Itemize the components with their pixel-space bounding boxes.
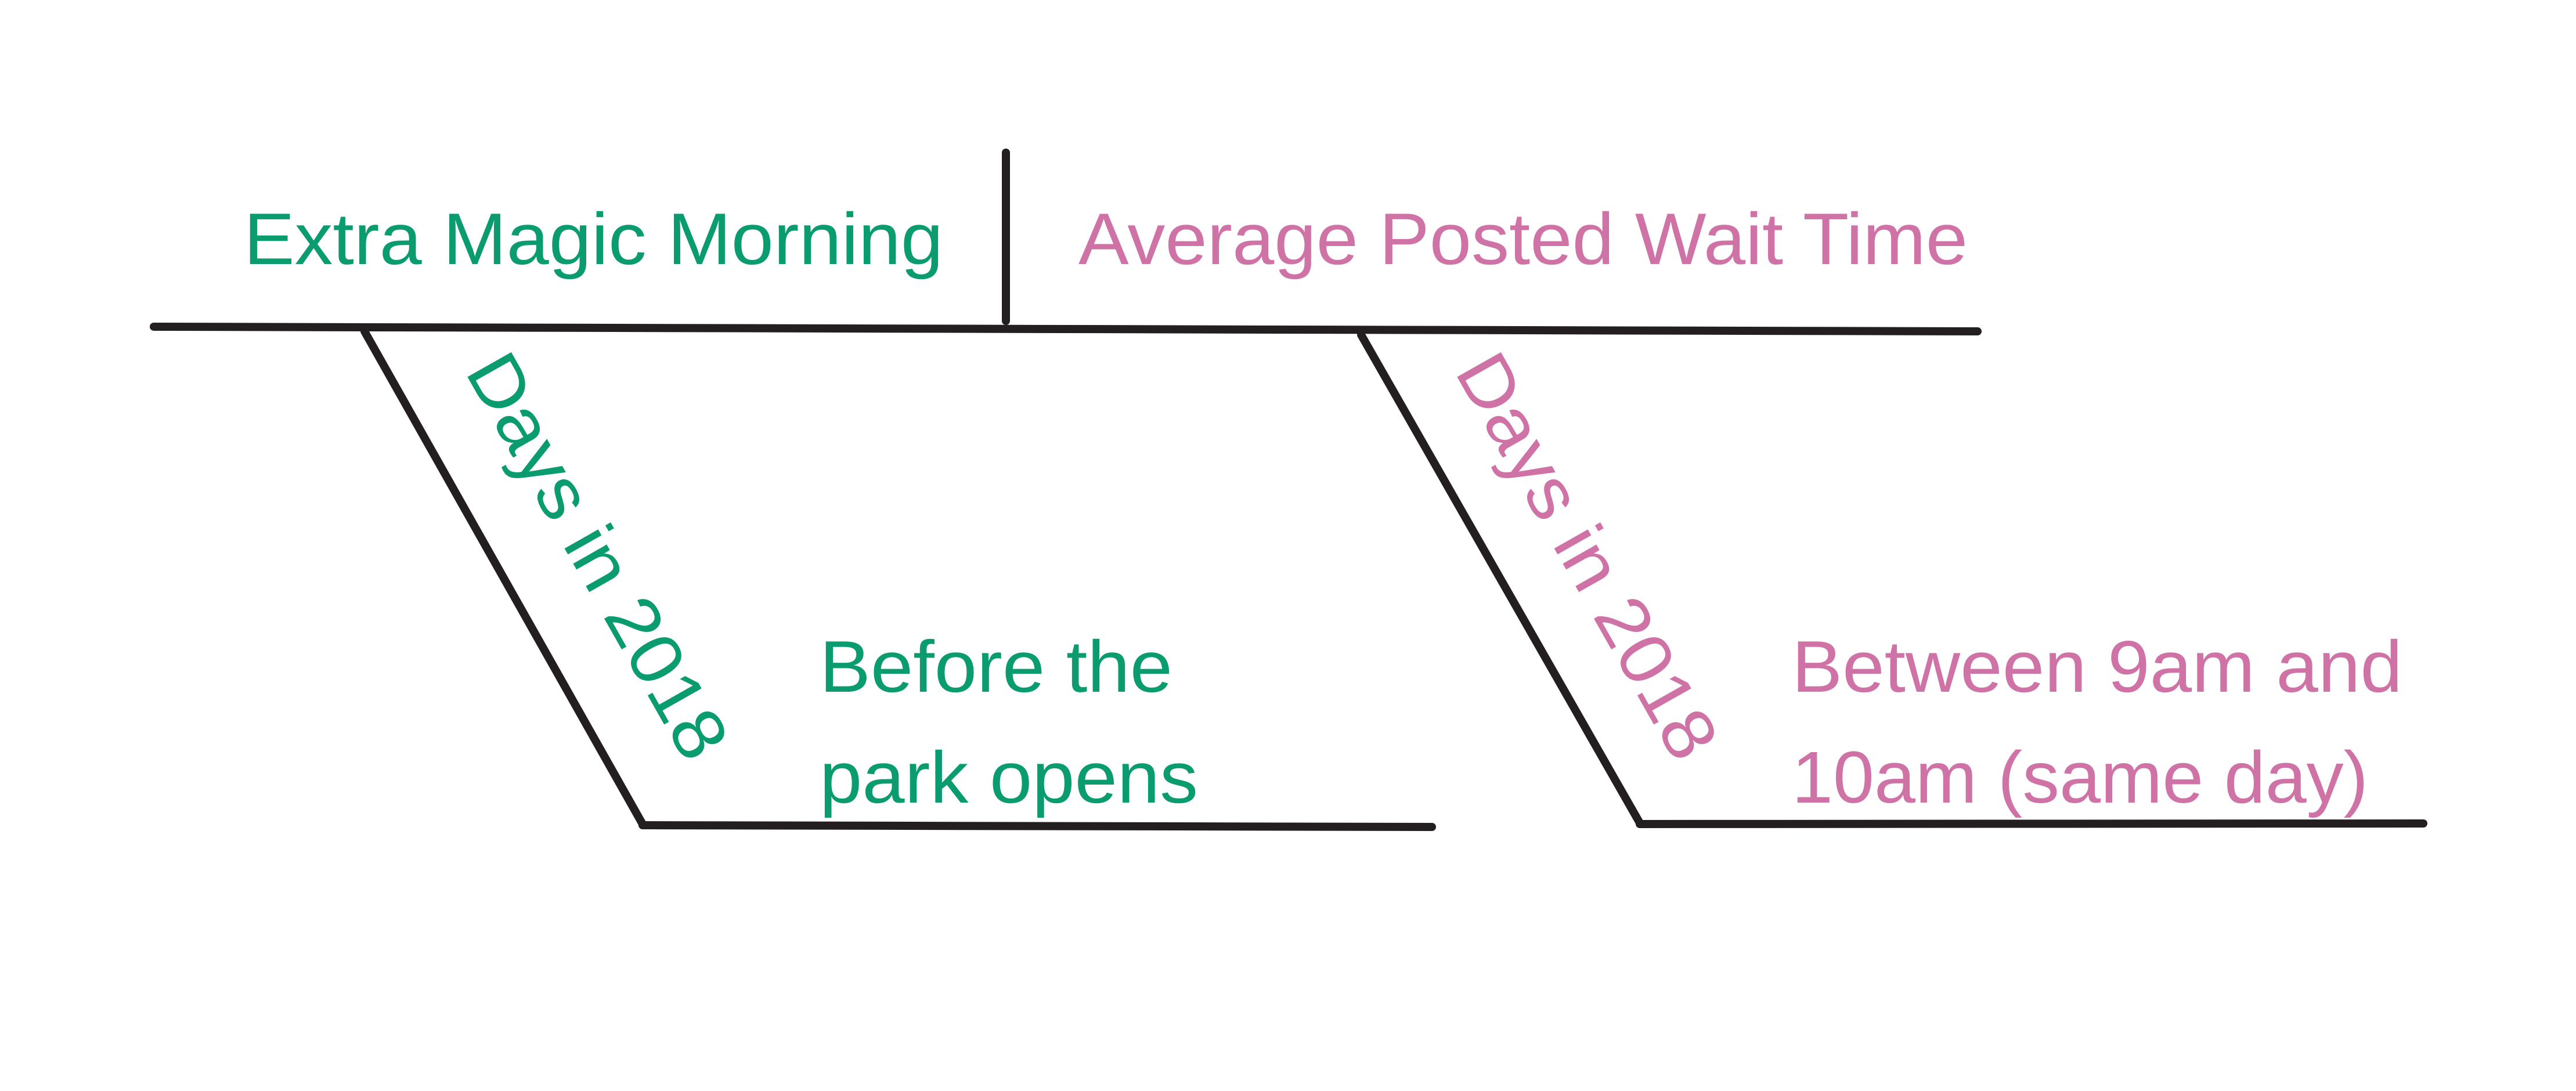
- predicate-label: Average Posted Wait Time: [1078, 198, 1968, 280]
- left-object-line2: park opens: [820, 736, 1198, 818]
- right-object-line: [1636, 819, 2427, 828]
- left-object-line: [638, 821, 1436, 831]
- right-object-line2: 10am (same day): [1792, 736, 2368, 818]
- right-object-line1: Between 9am and: [1792, 626, 2402, 707]
- left-slant-line: [360, 327, 647, 828]
- left-object-line1: Before the: [820, 626, 1172, 707]
- subject-label: Extra Magic Morning: [244, 198, 943, 280]
- main-baseline: [150, 323, 1982, 335]
- right-slant-line: [1357, 331, 1644, 827]
